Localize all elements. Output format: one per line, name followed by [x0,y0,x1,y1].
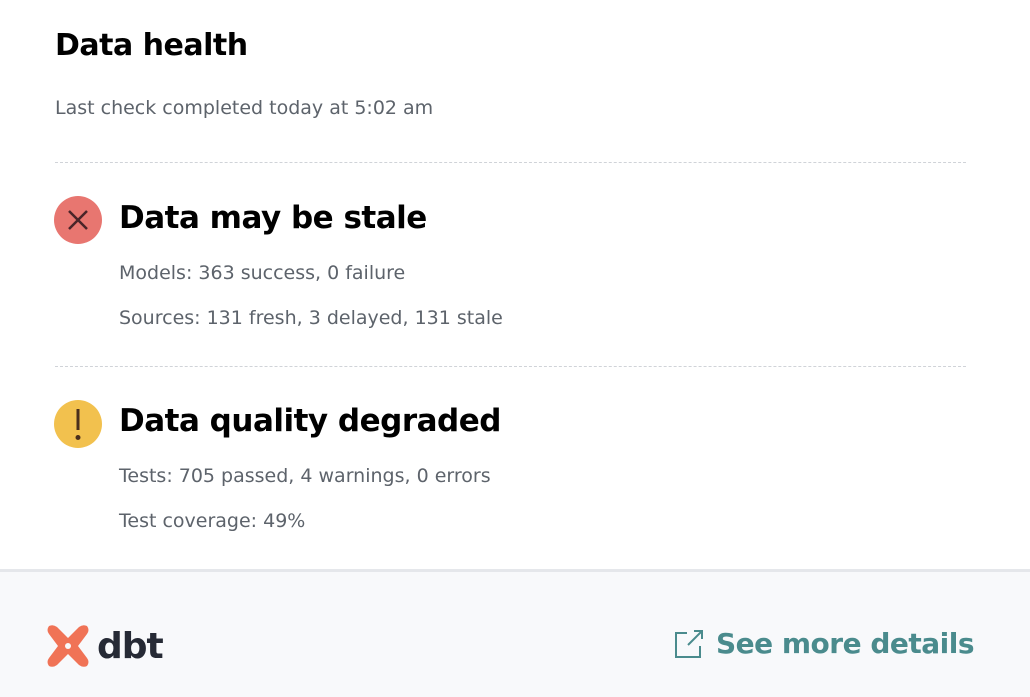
status-heading: Data may be stale [119,200,427,236]
models-status: Models: 363 success, 0 failure [119,262,406,284]
see-more-details-label: See more details [715,627,975,660]
divider [55,162,966,163]
dbt-logo-icon [47,625,89,667]
exclamation-circle-icon [54,400,102,448]
test-coverage: Test coverage: 49% [119,510,306,532]
last-check-text: Last check completed today at 5:02 am [55,97,434,119]
dbt-logo: dbt [45,624,164,668]
see-more-details-link[interactable]: See more details [674,627,975,660]
page-title: Data health [55,28,248,63]
divider [55,366,966,367]
sources-status: Sources: 131 fresh, 3 delayed, 131 stale [119,307,503,329]
tests-status: Tests: 705 passed, 4 warnings, 0 errors [119,465,491,487]
footer: dbt See more details [0,569,1030,697]
external-link-icon [674,629,703,658]
x-circle-icon [54,196,102,244]
status-heading: Data quality degraded [119,403,501,439]
dbt-logo-text: dbt [97,625,164,667]
